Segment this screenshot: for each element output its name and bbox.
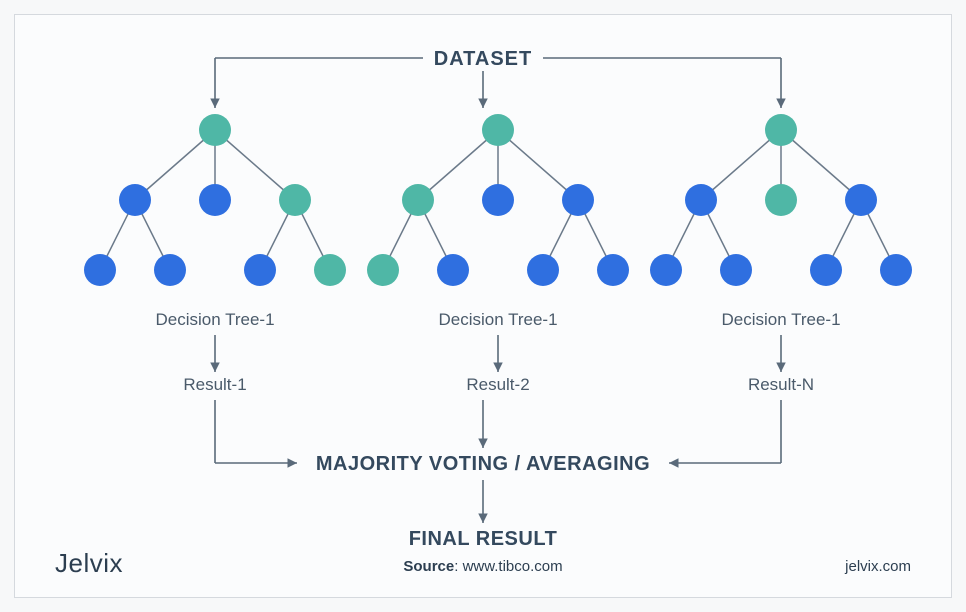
tree-node <box>482 114 514 146</box>
final-label: FINAL RESULT <box>409 528 558 550</box>
source-attribution: Source: www.tibco.com <box>15 558 951 575</box>
tree-node <box>482 184 514 216</box>
tree-caption: Decision Tree-1 <box>721 310 840 329</box>
random-forest-diagram: DATASET Decision Tree-1 Result-1 Decision T… <box>15 15 951 571</box>
tree-node <box>314 254 346 286</box>
tree-node <box>880 254 912 286</box>
tree-node <box>84 254 116 286</box>
tree-node <box>199 184 231 216</box>
result-label: Result-1 <box>183 375 246 394</box>
tree-node <box>685 184 717 216</box>
tree-node <box>845 184 877 216</box>
tree-node <box>154 254 186 286</box>
tree-node <box>279 184 311 216</box>
tree-node <box>119 184 151 216</box>
tree-node <box>720 254 752 286</box>
result-label: Result-2 <box>466 375 529 394</box>
result-label: Result-N <box>748 375 814 394</box>
tree-node <box>437 254 469 286</box>
tree-node <box>650 254 682 286</box>
tree-node <box>367 254 399 286</box>
tree-node <box>527 254 559 286</box>
majority-label: MAJORITY VOTING / AVERAGING <box>316 453 650 475</box>
tree-node <box>199 114 231 146</box>
tree-node <box>562 184 594 216</box>
tree-node <box>765 184 797 216</box>
tree-node <box>402 184 434 216</box>
tree-caption: Decision Tree-1 <box>155 310 274 329</box>
tree-node <box>244 254 276 286</box>
tree-caption: Decision Tree-1 <box>438 310 557 329</box>
diagram-frame: DATASET Decision Tree-1 Result-1 Decision T… <box>14 14 952 598</box>
tree-node <box>597 254 629 286</box>
tree-node <box>765 114 797 146</box>
tree-node <box>810 254 842 286</box>
dataset-label: DATASET <box>434 48 532 70</box>
site-link: jelvix.com <box>845 558 911 575</box>
